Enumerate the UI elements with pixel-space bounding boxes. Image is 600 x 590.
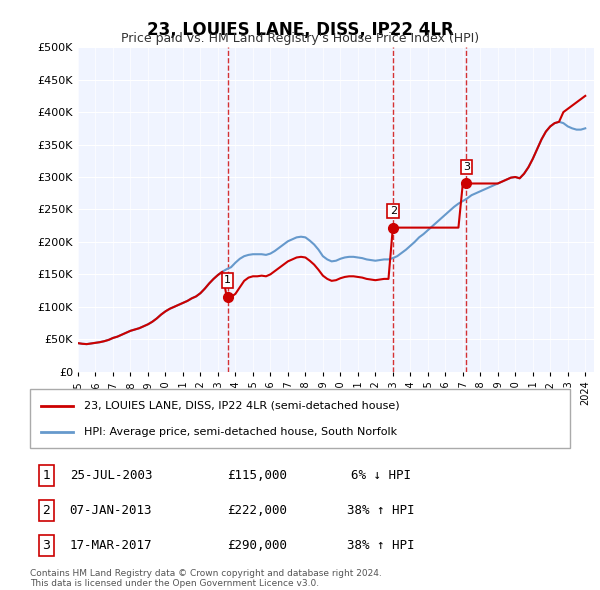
FancyBboxPatch shape (30, 389, 570, 448)
Text: £290,000: £290,000 (227, 539, 287, 552)
Text: £115,000: £115,000 (227, 469, 287, 482)
Text: 2: 2 (42, 504, 50, 517)
Text: 1: 1 (224, 276, 231, 286)
Text: £222,000: £222,000 (227, 504, 287, 517)
Text: 23, LOUIES LANE, DISS, IP22 4LR (semi-detached house): 23, LOUIES LANE, DISS, IP22 4LR (semi-de… (84, 401, 400, 411)
Text: 07-JAN-2013: 07-JAN-2013 (70, 504, 152, 517)
Text: 2: 2 (389, 206, 397, 216)
Text: This data is licensed under the Open Government Licence v3.0.: This data is licensed under the Open Gov… (30, 579, 319, 588)
Text: 17-MAR-2017: 17-MAR-2017 (70, 539, 152, 552)
Text: 1: 1 (42, 469, 50, 482)
Text: Price paid vs. HM Land Registry's House Price Index (HPI): Price paid vs. HM Land Registry's House … (121, 32, 479, 45)
Text: 6% ↓ HPI: 6% ↓ HPI (351, 469, 411, 482)
Text: Contains HM Land Registry data © Crown copyright and database right 2024.: Contains HM Land Registry data © Crown c… (30, 569, 382, 578)
Text: 25-JUL-2003: 25-JUL-2003 (70, 469, 152, 482)
Text: 38% ↑ HPI: 38% ↑ HPI (347, 504, 415, 517)
Text: 23, LOUIES LANE, DISS, IP22 4LR: 23, LOUIES LANE, DISS, IP22 4LR (146, 21, 454, 39)
Text: 3: 3 (463, 162, 470, 172)
Text: HPI: Average price, semi-detached house, South Norfolk: HPI: Average price, semi-detached house,… (84, 427, 397, 437)
Text: 3: 3 (42, 539, 50, 552)
Text: 38% ↑ HPI: 38% ↑ HPI (347, 539, 415, 552)
